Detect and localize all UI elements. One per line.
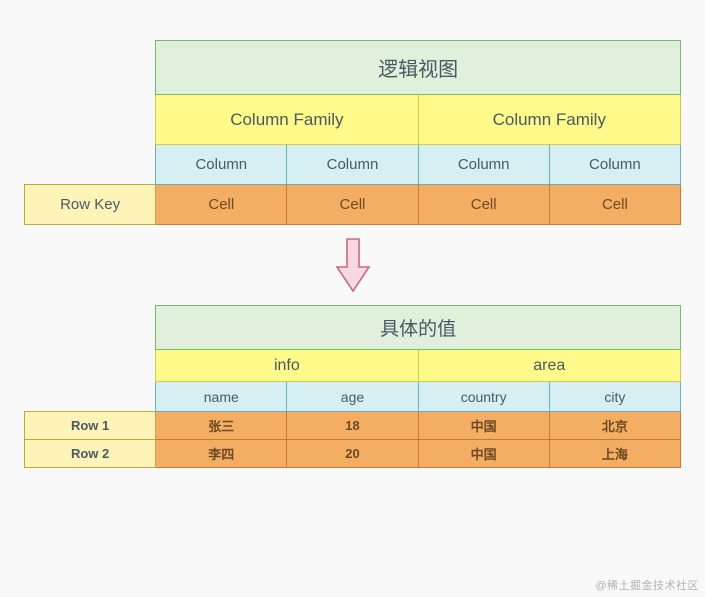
empty-cell: [25, 145, 156, 185]
column-header: city: [549, 382, 680, 412]
data-cell: 18: [287, 412, 418, 440]
arrow-down-icon: [24, 237, 681, 293]
data-cell: 20: [287, 440, 418, 468]
column-header: age: [287, 382, 418, 412]
column-family-header: Column Family: [156, 95, 418, 145]
concrete-values-table: 具体的值 info area name age country city Row…: [24, 305, 681, 468]
column-header: country: [418, 382, 549, 412]
top-title: 逻辑视图: [156, 41, 681, 95]
column-family-header: Column Family: [418, 95, 680, 145]
table-row: Row 2 李四 20 中国 上海: [25, 440, 681, 468]
bottom-title: 具体的值: [156, 306, 681, 350]
data-cell: 中国: [418, 440, 549, 468]
data-cell: Cell: [156, 185, 287, 225]
data-cell: 北京: [549, 412, 680, 440]
logical-view-table: 逻辑视图 Column Family Column Family Column …: [24, 40, 681, 225]
watermark-text: @稀土掘金技术社区: [595, 577, 699, 593]
table-row: Row 1 张三 18 中国 北京: [25, 412, 681, 440]
data-cell: Cell: [549, 185, 680, 225]
hbase-logical-view-diagram: 逻辑视图 Column Family Column Family Column …: [0, 0, 705, 488]
data-cell: Cell: [287, 185, 418, 225]
data-cell: Cell: [418, 185, 549, 225]
row-key-header: Row Key: [25, 185, 156, 225]
column-family-header: info: [156, 350, 418, 382]
column-header: Column: [418, 145, 549, 185]
data-cell: 中国: [418, 412, 549, 440]
data-cell: 张三: [156, 412, 287, 440]
empty-cell: [25, 41, 156, 95]
data-cell: 李四: [156, 440, 287, 468]
data-cell: 上海: [549, 440, 680, 468]
column-header: Column: [287, 145, 418, 185]
row-key-cell: Row 2: [25, 440, 156, 468]
empty-cell: [25, 382, 156, 412]
empty-cell: [25, 95, 156, 145]
column-header: Column: [156, 145, 287, 185]
column-header: Column: [549, 145, 680, 185]
column-header: name: [156, 382, 287, 412]
column-family-header: area: [418, 350, 680, 382]
row-key-cell: Row 1: [25, 412, 156, 440]
empty-cell: [25, 306, 156, 350]
empty-cell: [25, 350, 156, 382]
